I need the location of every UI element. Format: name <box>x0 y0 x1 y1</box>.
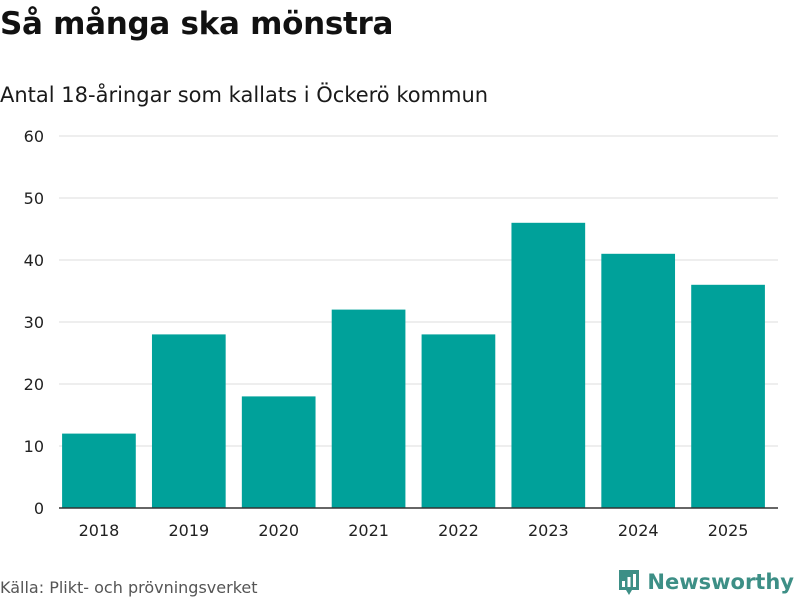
bar-2018 <box>62 433 136 508</box>
brand-name: Newsworthy <box>647 570 794 594</box>
y-tick-label: 10 <box>24 437 44 456</box>
bar-2022 <box>421 334 496 508</box>
bar-2021 <box>331 309 406 508</box>
y-tick-label: 30 <box>24 313 44 332</box>
source-note: Källa: Plikt- och prövningsverket <box>0 578 258 597</box>
x-tick-label: 2025 <box>708 521 749 540</box>
bar-2019 <box>151 334 226 508</box>
y-tick-label: 0 <box>34 499 44 518</box>
x-tick-label: 2019 <box>168 521 209 540</box>
y-tick-label: 20 <box>24 375 44 394</box>
y-tick-label: 60 <box>24 127 44 146</box>
x-tick-label: 2020 <box>258 521 299 540</box>
x-tick-label: 2022 <box>438 521 479 540</box>
bar-layer <box>62 222 765 509</box>
x-tick-label: 2021 <box>348 521 389 540</box>
x-tick-label: 2023 <box>528 521 569 540</box>
x-tick-label: 2024 <box>618 521 659 540</box>
x-tick-label: 2018 <box>79 521 120 540</box>
chart-title: Så många ska mönstra <box>0 6 394 42</box>
y-tick-label: 40 <box>24 251 44 270</box>
y-tick-label: 50 <box>24 189 44 208</box>
brand-logo: Newsworthy <box>617 568 794 596</box>
chart-subtitle: Antal 18-åringar som kallats i Öckerö ko… <box>0 83 489 107</box>
label-layer: 0 10 20 30 40 50 60 2018 2019 2020 2021 2022 2023 202… <box>24 127 749 540</box>
bar-2020 <box>241 396 316 508</box>
bar-2023 <box>511 222 586 509</box>
bar-2024 <box>601 253 676 508</box>
bar-chart-icon <box>619 570 640 595</box>
bar-2025 <box>691 284 765 508</box>
